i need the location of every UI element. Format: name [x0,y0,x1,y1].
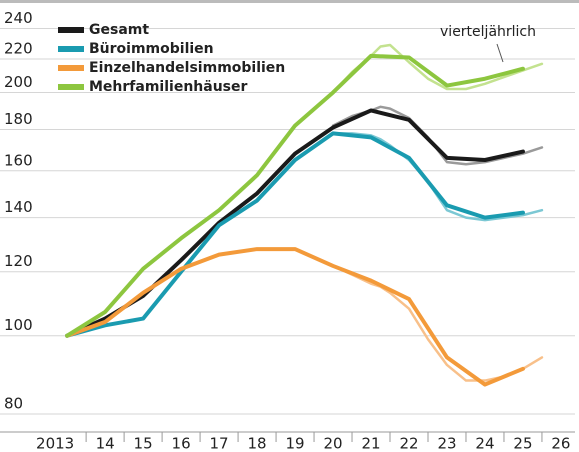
series-line [65,247,525,387]
annotation-pointer [496,43,504,63]
y-tick-label: 160 [4,151,33,169]
x-tick-label: 18 [248,435,267,452]
x-tick-label: 14 [96,435,115,452]
annotation: vierteljährlich [440,24,536,40]
y-tick-label: 140 [4,198,33,216]
x-tick-label: 22 [399,435,418,452]
x-tick-label: 21 [361,435,380,452]
y-tick-label: 200 [4,73,33,91]
x-tick-label: 25 [513,435,532,452]
y-tick-label: 180 [4,110,33,128]
legend-label: Gesamt [89,22,149,38]
x-tick-label: 20 [323,435,342,452]
x-tick-label: 19 [285,435,304,452]
x-tick-label: 26 [551,435,570,452]
top-rule [0,0,579,3]
series-line [65,53,525,338]
y-tick-label: 220 [4,40,33,58]
y-tick-label: 100 [4,316,33,334]
x-tick-label: 24 [475,435,494,452]
legend-label: Mehrfamilienhäuser [89,79,247,95]
quarterly-line [331,43,544,94]
x-tick-label: 15 [134,435,153,452]
x-tick-label: 2013 [36,435,74,452]
x-tick-label: 23 [437,435,456,452]
x-tick-label: 17 [210,435,229,452]
legend-label: Büroimmobilien [89,41,214,57]
series-line [65,131,525,338]
quarterly-line [331,264,544,382]
y-tick-label: 120 [4,252,33,270]
series-line [65,108,525,338]
y-tick-label: 240 [4,9,33,27]
y-tick-label: 80 [4,395,23,413]
x-tick-label: 16 [172,435,191,452]
legend-label: Einzelhandelsimmobilien [89,60,285,76]
